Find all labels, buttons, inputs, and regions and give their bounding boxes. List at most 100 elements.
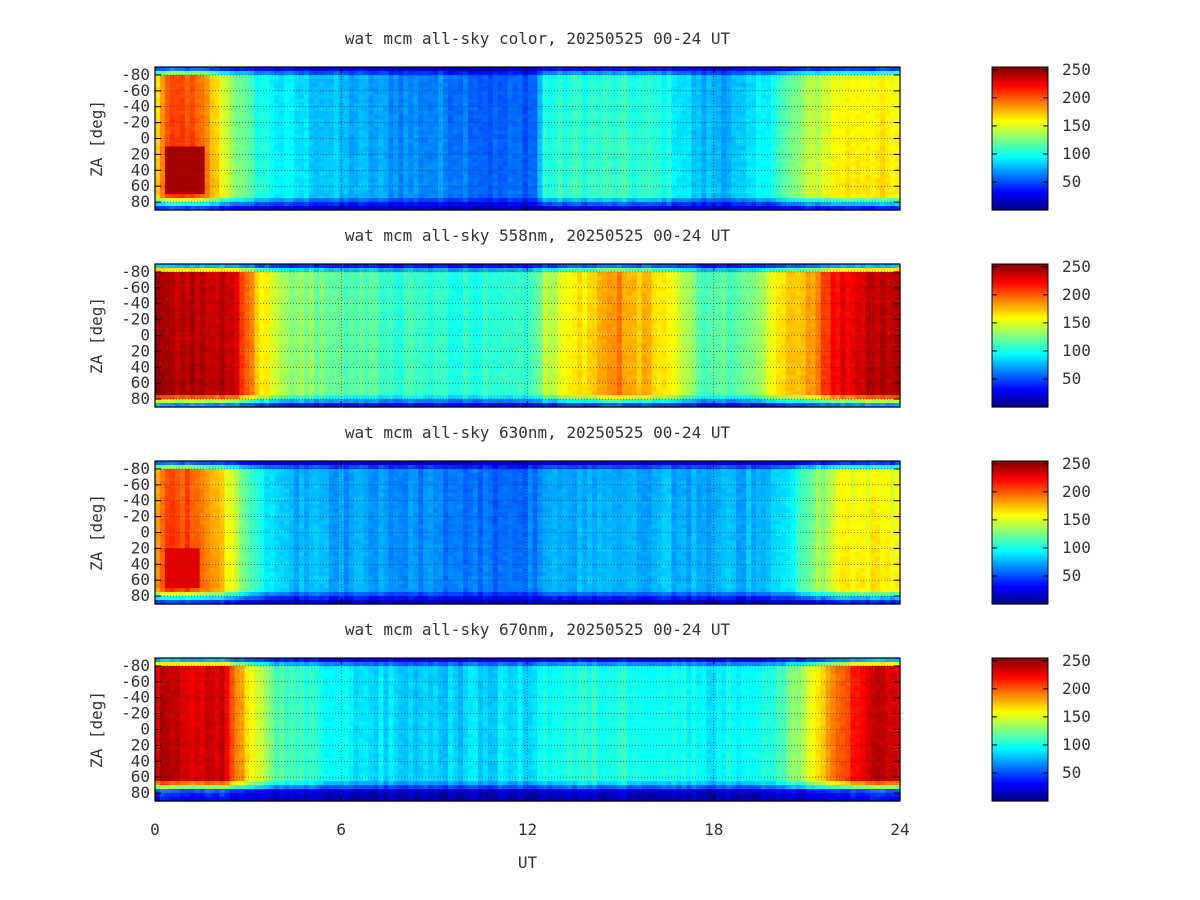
heatmap-cell (518, 142, 524, 147)
heatmap-cell (230, 186, 236, 191)
heatmap-cell (418, 67, 424, 72)
heatmap-cell (354, 99, 360, 104)
heatmap-cell (215, 142, 221, 147)
heatmap-cell (607, 178, 613, 183)
heatmap-cell (170, 142, 176, 147)
heatmap-cell (259, 202, 265, 207)
heatmap-cell (413, 146, 419, 151)
heatmap-cell (463, 170, 469, 175)
heatmap-cell (408, 146, 414, 151)
heatmap-cell (294, 146, 300, 151)
heatmap-cell (532, 79, 538, 84)
heatmap-cell (587, 83, 593, 88)
heatmap-cell (652, 170, 658, 175)
heatmap-cell (478, 186, 484, 191)
heatmap-cell (622, 142, 628, 147)
heatmap-cell (220, 95, 226, 100)
heatmap-cell (637, 83, 643, 88)
heatmap-cell (369, 107, 375, 112)
heatmap-cell (274, 154, 280, 159)
heatmap-cell (294, 142, 300, 147)
heatmap-cell (220, 146, 226, 151)
heatmap-cell (513, 186, 519, 191)
heatmap-cell (592, 178, 598, 183)
heatmap-cell (577, 91, 583, 96)
heatmap-cell (537, 190, 543, 195)
heatmap-cell (493, 99, 499, 104)
heatmap-cell (637, 186, 643, 191)
heatmap-cell (165, 194, 171, 199)
heatmap-cell (463, 91, 469, 96)
heatmap-cell (632, 154, 638, 159)
heatmap-cell (374, 79, 380, 84)
heatmap-cell (632, 131, 638, 136)
heatmap-cell (379, 107, 385, 112)
heatmap-cell (483, 127, 489, 132)
heatmap-cell (339, 111, 345, 116)
heatmap-cell (274, 91, 280, 96)
heatmap-cell (557, 115, 563, 120)
heatmap-cell (423, 158, 429, 163)
heatmap-cell (642, 146, 648, 151)
heatmap-cell (468, 131, 474, 136)
heatmap-cell (309, 123, 315, 128)
heatmap-cell (582, 99, 588, 104)
heatmap-cell (617, 83, 623, 88)
heatmap-cell (503, 194, 509, 199)
heatmap-cell (508, 154, 514, 159)
heatmap-cell (592, 127, 598, 132)
heatmap-cell (508, 170, 514, 175)
heatmap-cell (652, 99, 658, 104)
heatmap-cell (438, 75, 444, 80)
heatmap-cell (458, 75, 464, 80)
heatmap-cell (443, 115, 449, 120)
heatmap-cell (284, 154, 290, 159)
heatmap-cell (388, 170, 394, 175)
heatmap-cell (344, 107, 350, 112)
heatmap-cell (403, 91, 409, 96)
heatmap-cell (508, 186, 514, 191)
heatmap-cell (552, 162, 558, 167)
heatmap-cell (190, 146, 196, 151)
heatmap-cell (160, 131, 166, 136)
heatmap-cell (572, 87, 578, 92)
heatmap-cell (662, 178, 668, 183)
heatmap-cell (269, 162, 275, 167)
figure-page: wat mcm all-sky color, 20250525 00-24 UT… (0, 0, 1200, 900)
heatmap-cell (264, 123, 270, 128)
heatmap-cell (220, 127, 226, 132)
heatmap-cell (289, 146, 295, 151)
heatmap-cell (210, 67, 216, 72)
heatmap-cell (567, 119, 573, 124)
heatmap-cell (205, 139, 211, 144)
heatmap-cell (388, 99, 394, 104)
keogram-figure: wat mcm all-sky color, 20250525 00-24 UT… (0, 0, 1200, 900)
heatmap-cell (344, 190, 350, 195)
heatmap-cell (572, 194, 578, 199)
heatmap-cell (279, 107, 285, 112)
heatmap-cell (547, 67, 553, 72)
heatmap-cell (274, 67, 280, 72)
heatmap-cell (657, 91, 663, 96)
heatmap-cell (264, 170, 270, 175)
heatmap-cell (602, 186, 608, 191)
heatmap-cell (190, 99, 196, 104)
heatmap-cell (403, 146, 409, 151)
heatmap-cell (319, 162, 325, 167)
heatmap-cell (403, 67, 409, 72)
heatmap-cell (220, 67, 226, 72)
heatmap-cell (602, 142, 608, 147)
heatmap-cell (160, 170, 166, 175)
heatmap-cell (160, 158, 166, 163)
heatmap-cell (383, 67, 389, 72)
heatmap-cell (319, 75, 325, 80)
heatmap-cell (403, 99, 409, 104)
heatmap-cell (319, 83, 325, 88)
heatmap-cell (587, 107, 593, 112)
heatmap-cell (379, 178, 385, 183)
heatmap-cell (269, 83, 275, 88)
heatmap-cell (662, 95, 668, 100)
heatmap-cell (349, 202, 355, 207)
heatmap-cell (364, 75, 370, 80)
heatmap-cell (259, 174, 265, 179)
